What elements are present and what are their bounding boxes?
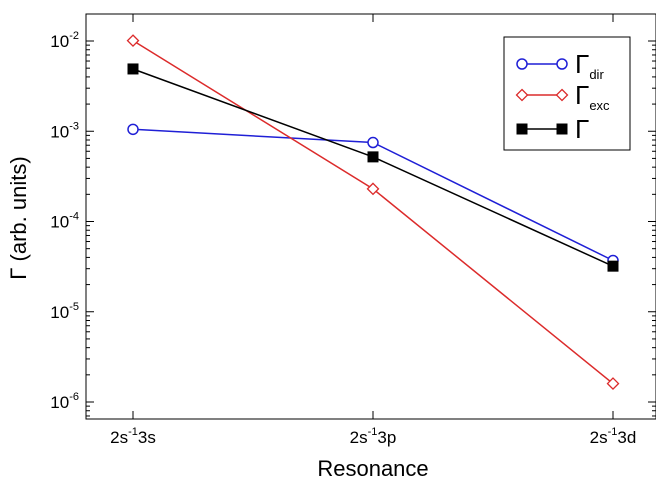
x-axis-title: Resonance	[317, 456, 428, 481]
x-tick-label: 2s-13d	[590, 426, 637, 447]
minor-ticks	[86, 44, 656, 417]
data-point-exc	[126, 34, 140, 48]
y-tick-labels: 10-2 10-3 10-4 10-5 10-6	[50, 30, 79, 412]
y-tick-label: 10-5	[50, 301, 79, 322]
legend-marker	[516, 58, 528, 70]
legend-marker	[556, 123, 568, 135]
legend-marker	[515, 88, 529, 102]
y-tick-label: 10-6	[50, 391, 79, 412]
x-tick-label: 2s-13s	[110, 426, 156, 447]
y-tick-label: 10-4	[50, 211, 79, 232]
data-point-total	[367, 151, 379, 163]
x-tick-labels: 2s-13s 2s-13p 2s-13d	[110, 426, 636, 447]
data-point-dir	[367, 136, 379, 149]
data-point-exc	[606, 377, 620, 390]
data-point-exc	[366, 182, 380, 196]
legend-label: Γexc	[575, 80, 610, 113]
y-tick-label: 10-2	[50, 30, 79, 51]
legend-marker	[555, 88, 569, 102]
legend-marker	[516, 123, 528, 135]
series-layer	[126, 34, 620, 390]
y-tick-label: 10-3	[50, 120, 79, 141]
data-point-total	[127, 63, 139, 75]
x-tick-label: 2s-13p	[350, 426, 397, 447]
data-point-dir	[127, 123, 139, 136]
data-point-total	[607, 260, 619, 272]
legend-label: Γ	[575, 114, 589, 144]
plot-frame	[85, 13, 656, 420]
legend-marker	[556, 58, 568, 70]
legend-label: Γdir	[575, 49, 604, 82]
y-axis-title: Γ (arb. units)	[6, 156, 31, 279]
major-ticks	[86, 14, 656, 419]
